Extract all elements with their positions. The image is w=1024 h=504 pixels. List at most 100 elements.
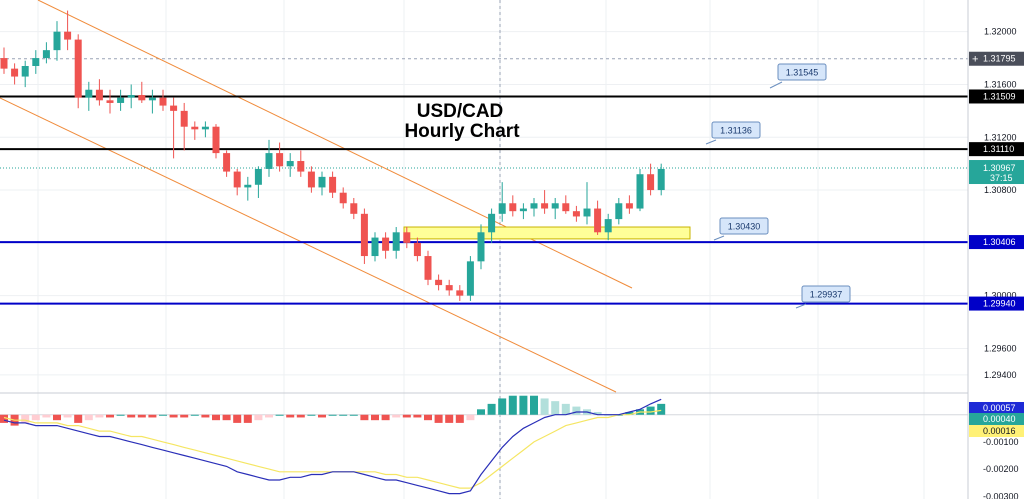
candle-body-18 xyxy=(191,126,199,130)
candlestick-series xyxy=(0,10,665,301)
candle-body-14 xyxy=(148,97,156,101)
crosshair-price-box xyxy=(969,51,1024,66)
macd-histogram-bar-24 xyxy=(254,414,263,421)
candle-body-52 xyxy=(551,203,559,209)
macd-histogram-bar-5 xyxy=(53,414,61,421)
callout-label-2: 1.30430 xyxy=(728,222,761,232)
macd-histogram-bar-40 xyxy=(424,414,432,421)
candle-body-47 xyxy=(498,203,506,214)
macd-histogram-bar-45 xyxy=(477,409,485,415)
indicator-badge-label-2: 0.00016 xyxy=(983,426,1016,436)
macd-histogram-bar-49 xyxy=(519,395,528,415)
indicator-badge-box-0 xyxy=(969,402,1024,414)
bar-countdown-label: 37:15 xyxy=(990,173,1013,183)
macd-histogram-bar-0 xyxy=(0,414,8,423)
macd-histogram-bar-54 xyxy=(572,406,581,415)
candle-body-26 xyxy=(276,153,284,167)
price-tick-label-3: 1.30800 xyxy=(984,185,1017,195)
candle-body-10 xyxy=(106,100,114,103)
callout-leader-1 xyxy=(705,139,717,145)
price-tick-label-5: 1.30000 xyxy=(984,291,1017,301)
candle-body-12 xyxy=(127,95,135,98)
indicator-tick-label-3: -0.00100 xyxy=(983,437,1019,447)
macd-histogram-bar-34 xyxy=(360,414,369,421)
macd-histogram-bar-22 xyxy=(233,414,242,423)
candle-body-4 xyxy=(42,50,50,59)
candle-body-36 xyxy=(382,237,390,251)
macd-histogram-bar-31 xyxy=(328,414,337,416)
callout-label-3: 1.29937 xyxy=(810,290,843,300)
macd-histogram-bar-48 xyxy=(508,395,517,415)
price-tick-label-2: 1.31200 xyxy=(984,132,1017,142)
candle-body-15 xyxy=(159,97,167,106)
macd-histogram-bar-30 xyxy=(318,414,326,418)
macd-histogram-bar-9 xyxy=(95,414,104,418)
macd-histogram-bar-2 xyxy=(21,414,30,423)
candle-body-7 xyxy=(74,39,82,98)
candle-body-60 xyxy=(636,174,644,209)
candle-body-55 xyxy=(583,208,591,217)
macd-histogram-bar-44 xyxy=(466,414,475,421)
candle-body-2 xyxy=(21,65,29,77)
candle-body-31 xyxy=(329,176,337,193)
candle-body-50 xyxy=(530,203,538,209)
candle-body-41 xyxy=(435,279,443,286)
indicator-badge-box-2 xyxy=(969,425,1024,437)
candle-body-21 xyxy=(223,153,231,172)
candle-body-38 xyxy=(403,232,411,243)
candle-body-39 xyxy=(413,242,421,257)
macd-histogram-bar-52 xyxy=(551,401,560,415)
candle-body-56 xyxy=(594,208,602,233)
macd-histogram-bar-7 xyxy=(74,414,83,423)
level-price-box-2 xyxy=(969,235,1024,250)
chart-subtitle: Hourly Chart xyxy=(404,121,520,142)
candle-body-16 xyxy=(170,105,178,111)
level-price-label-1: 1.31110 xyxy=(983,144,1014,154)
candle-body-5 xyxy=(53,31,61,51)
candle-body-54 xyxy=(572,211,580,217)
price-axis[interactable]: 1.320001.316001.312001.308001.304001.300… xyxy=(967,0,1024,501)
macd-histogram-bar-16 xyxy=(169,414,178,418)
macd-histogram-bar-11 xyxy=(116,414,125,416)
price-tick-label-1: 1.31600 xyxy=(984,79,1017,89)
candle-body-1 xyxy=(11,68,19,77)
indicator-tick-label-5: -0.00300 xyxy=(983,491,1019,499)
candle-body-53 xyxy=(562,203,570,212)
macd-histogram-bar-39 xyxy=(413,414,422,418)
macd-histogram-bar-17 xyxy=(180,414,189,418)
candle-body-27 xyxy=(286,161,294,167)
indicator-badge-label-0: 0.00057 xyxy=(983,403,1016,413)
macd-histogram-bar-38 xyxy=(402,414,411,418)
macd-histogram-bar-47 xyxy=(498,398,507,415)
candle-body-57 xyxy=(604,219,612,233)
candle-body-22 xyxy=(233,171,241,188)
price-tick-label-7: 1.29400 xyxy=(984,370,1017,380)
price-callouts: 1.31545 1.31136 1.30430 1.29937 xyxy=(705,63,851,309)
candle-body-49 xyxy=(519,208,527,212)
macd-histogram-bar-28 xyxy=(296,414,305,418)
callout-leader-3 xyxy=(795,303,807,309)
macd-histogram-bar-19 xyxy=(201,414,210,418)
candle-body-25 xyxy=(265,153,273,169)
candle-body-30 xyxy=(318,176,326,188)
candle-body-44 xyxy=(466,261,474,296)
macd-histogram-bar-27 xyxy=(286,414,295,418)
candle-body-6 xyxy=(64,31,72,40)
callout-box-2 xyxy=(719,217,769,235)
macd-histogram-bar-12 xyxy=(127,414,136,418)
callout-label-1: 1.31136 xyxy=(720,126,752,136)
price-tick-label-0: 1.32000 xyxy=(984,27,1017,37)
macd-histogram-bar-23 xyxy=(243,414,252,423)
candle-body-48 xyxy=(509,203,517,212)
support-zone xyxy=(403,226,691,240)
candle-body-62 xyxy=(657,168,665,191)
level-price-box-3 xyxy=(969,296,1024,311)
macd-histogram-bar-41 xyxy=(434,414,443,423)
macd-histogram-bar-29 xyxy=(307,414,316,416)
macd-histogram-bar-43 xyxy=(455,414,464,423)
indicator-badge-label-1: 0.00040 xyxy=(983,414,1016,424)
callout-box-3 xyxy=(801,285,851,303)
callout-box-1 xyxy=(711,121,761,139)
callout-leader-0 xyxy=(769,81,783,89)
candle-body-32 xyxy=(339,192,347,204)
